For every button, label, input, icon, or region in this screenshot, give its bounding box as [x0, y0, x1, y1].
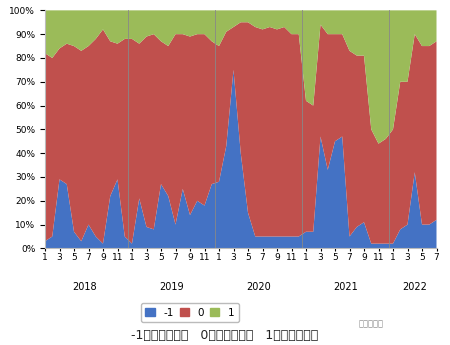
Text: 2019: 2019: [160, 282, 184, 292]
Text: 2020: 2020: [247, 282, 271, 292]
Text: 2021: 2021: [333, 282, 358, 292]
Text: 我的花篮網: 我的花篮網: [358, 320, 383, 329]
Legend: -1, 0, 1: -1, 0, 1: [141, 303, 239, 322]
Text: 2018: 2018: [72, 282, 97, 292]
Text: 2022: 2022: [402, 282, 427, 292]
Text: -1代表價格下降   0代表價格持平   1代表價格上漲: -1代表價格下降 0代表價格持平 1代表價格上漲: [131, 328, 319, 342]
